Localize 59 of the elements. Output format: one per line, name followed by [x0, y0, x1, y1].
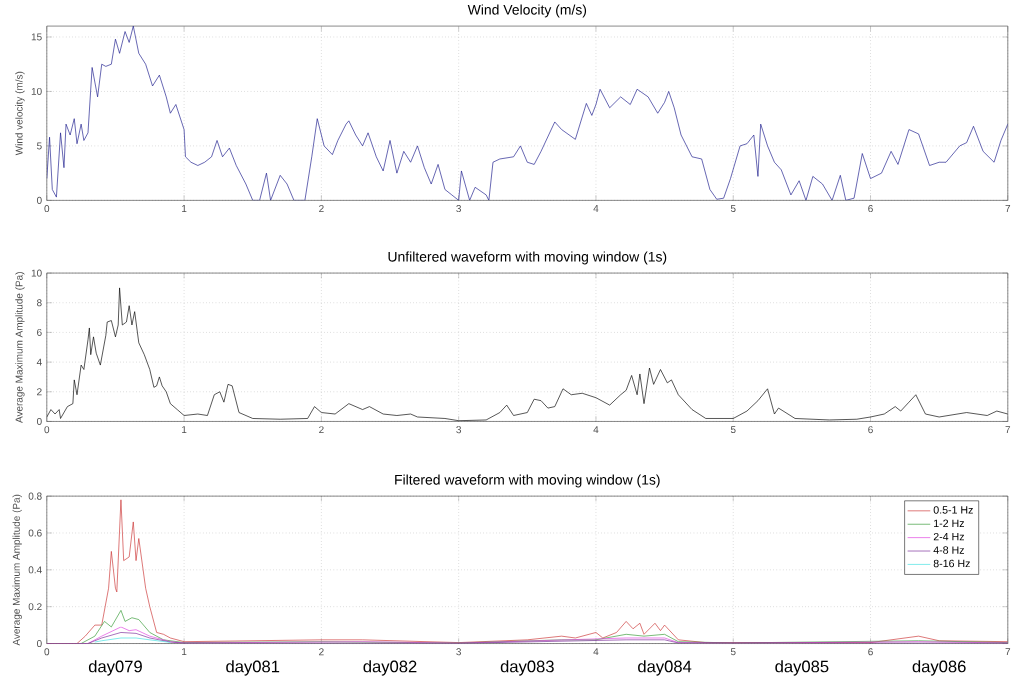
y-tick-label: 15	[31, 33, 42, 41]
x-tick-label: 2	[319, 648, 324, 655]
text: day086	[912, 659, 966, 676]
y-axis-title: Wind velocity (m/s)	[15, 71, 25, 156]
legend-label: 8-16 Hz	[933, 559, 970, 568]
x-tick-label: 0	[44, 425, 50, 434]
x-tick-label: 6	[868, 425, 873, 434]
y-axis-title: Average Maximum Amplitude (Pa)	[12, 494, 22, 646]
x-tick-label: 0	[44, 204, 50, 212]
y-tick-label: 0.6	[28, 529, 42, 537]
x-tick-label: 7	[1005, 425, 1011, 433]
x-tick-label: 4	[593, 425, 599, 433]
chart-title: Wind Velocity (m/s)	[467, 4, 587, 18]
y-tick-label: 6	[37, 328, 42, 336]
x-tick-label: 2	[319, 204, 324, 212]
x-tick-label: 3	[456, 204, 461, 212]
y-tick-label: 10	[31, 87, 42, 95]
text: day085	[775, 659, 829, 676]
text: day079	[88, 659, 142, 676]
y-tick-label: 0.4	[28, 566, 42, 574]
y-tick-label: 2	[37, 388, 42, 396]
y-tick-label: 4	[36, 358, 42, 366]
y-tick-label: 5	[36, 142, 42, 150]
x-tick-label: 6	[868, 648, 873, 656]
y-tick-label: 0	[36, 196, 42, 204]
x-tick-label: 5	[730, 648, 736, 655]
y-tick-label: 0	[36, 639, 42, 647]
x-tick-label: 2	[319, 425, 324, 433]
x-tick-label: 4	[593, 204, 599, 212]
x-tick-label: 3	[456, 648, 461, 656]
x-tick-label: 6	[868, 204, 873, 212]
legend-label: 0.5-1 Hz	[933, 505, 973, 514]
x-tick-label: 0	[44, 648, 50, 656]
x-tick-label: 7	[1005, 648, 1011, 655]
y-tick-label: 0.2	[28, 602, 42, 611]
legend-label: 2-4 Hz	[933, 532, 965, 541]
legend-label: 1-2 Hz	[934, 519, 965, 527]
x-tick-label: 4	[593, 648, 599, 655]
x-tick-label: 7	[1005, 204, 1011, 212]
x-tick-label: 1	[182, 204, 187, 212]
x-tick-label: 3	[456, 425, 461, 434]
x-tick-label: 1	[182, 648, 187, 655]
x-tick-label: 5	[730, 204, 736, 212]
text: day081	[226, 659, 280, 676]
line-series	[46, 287, 1008, 421]
x-tick-label: 1	[182, 425, 187, 433]
y-tick-label: 10	[31, 269, 42, 277]
y-tick-label: 0	[36, 417, 42, 425]
text: day084	[638, 659, 692, 676]
chart-title: Unfiltered waveform with moving window (1s)	[388, 251, 667, 265]
text: day082	[363, 659, 417, 676]
chart-title: Filtered waveform with moving window (1s)	[395, 474, 660, 488]
x-tick-label: 5	[730, 425, 736, 433]
y-axis-title: Average Maximum Amplitude (Pa)	[15, 271, 25, 423]
text: day083	[500, 659, 554, 676]
legend-label: 4-8 Hz	[933, 546, 965, 554]
line-series	[46, 25, 1008, 201]
y-tick-label: 8	[37, 299, 42, 307]
y-tick-label: 0.8	[28, 492, 42, 500]
